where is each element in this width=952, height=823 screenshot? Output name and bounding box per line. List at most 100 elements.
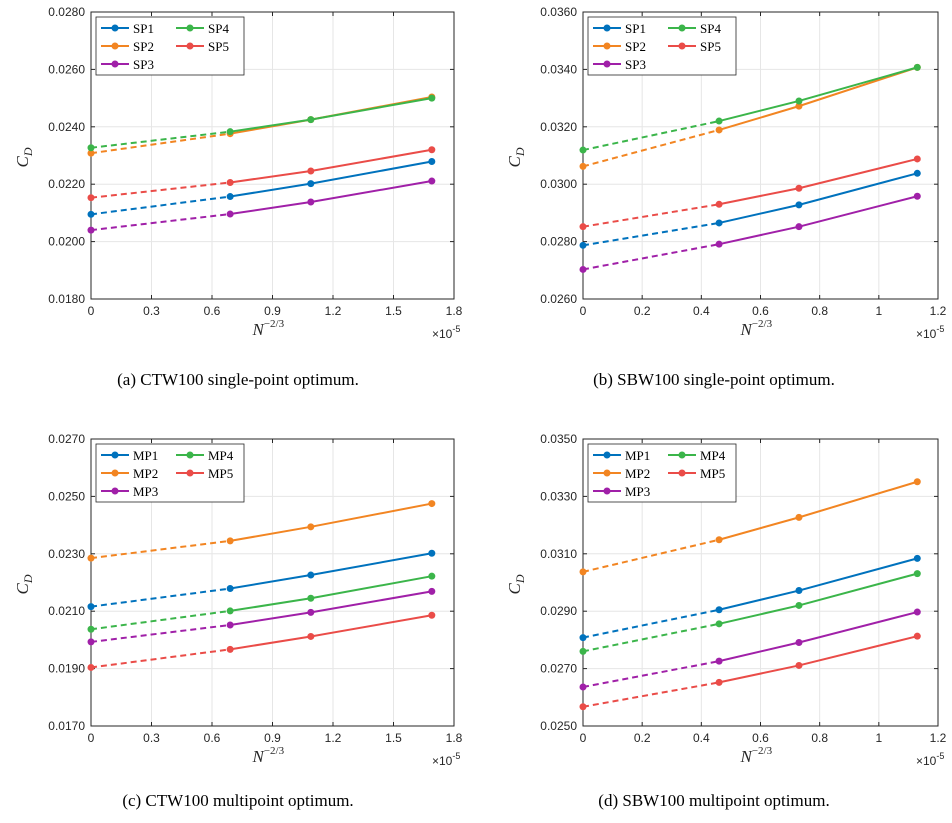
y-tick-label: 0.0230: [48, 547, 85, 561]
y-tick-label: 0.0350: [540, 432, 577, 446]
legend-marker-MP4: [678, 451, 686, 459]
series-line-MP4: [718, 572, 918, 625]
legend-marker-MP1: [111, 451, 119, 459]
x-axis-exponent-power: -5: [936, 751, 944, 761]
data-point-SP5: [579, 223, 587, 231]
data-point-SP2: [87, 149, 95, 157]
data-point-MP2: [795, 513, 803, 521]
data-point-MP2: [307, 523, 315, 531]
data-point-MP4: [795, 601, 803, 609]
data-point-SP5: [795, 184, 803, 192]
series-extrapolation-SP5: [582, 203, 720, 228]
data-point-SP4: [715, 117, 723, 125]
legend-marker-SP3: [603, 60, 611, 68]
data-point-SP4: [226, 128, 234, 136]
data-point-SP5: [307, 167, 315, 175]
data-point-SP3: [428, 177, 436, 185]
data-point-MP1: [795, 587, 803, 595]
legend-label-MP3: MP3: [133, 484, 158, 499]
data-point-SP4: [307, 116, 315, 124]
y-axis-label: CD: [505, 574, 527, 594]
x-tick-label: 1.8: [446, 731, 463, 745]
data-point-SP5: [428, 146, 436, 154]
series-extrapolation-MP4: [582, 622, 720, 653]
data-point-MP4: [226, 607, 234, 615]
data-point-SP1: [913, 169, 921, 177]
legend-label-SP2: SP2: [625, 39, 646, 54]
series-extrapolation-SP5: [90, 181, 231, 199]
data-point-MP1: [428, 549, 436, 557]
data-point-MP3: [715, 657, 723, 665]
data-point-MP5: [226, 645, 234, 653]
x-tick-label: 0.8: [811, 731, 828, 745]
y-tick-label: 0.0240: [48, 120, 85, 134]
series-extrapolation-SP4: [90, 130, 231, 149]
data-point-SP1: [428, 158, 436, 166]
y-tick-label: 0.0340: [540, 62, 577, 76]
x-tick-label: 0.9: [264, 731, 281, 745]
data-point-MP3: [795, 638, 803, 646]
x-axis-exponent-power: -5: [452, 324, 460, 334]
legend-label-MP4: MP4: [208, 448, 234, 463]
y-tick-label: 0.0190: [48, 662, 85, 676]
legend-marker-SP1: [111, 24, 119, 32]
legend-label-SP3: SP3: [133, 57, 154, 72]
series-line-MP2: [229, 502, 433, 542]
data-point-MP3: [913, 608, 921, 616]
chart-panel-d: 0 0.2 0.4 0.6 0.8 1 1.2 0.0250 0.0270 0.0290 0.031…: [505, 432, 947, 768]
data-point-SP1: [87, 210, 95, 218]
y-tick-label: 0.0280: [48, 5, 85, 19]
y-tick-label: 0.0260: [540, 292, 577, 306]
series-extrapolation-SP3: [90, 213, 231, 232]
series-extrapolation-SP2: [90, 132, 231, 155]
x-axis-label-superscript: −2/3: [264, 318, 285, 330]
x-tick-label: 1.2: [325, 304, 342, 318]
series-line-MP2: [718, 480, 918, 541]
caption-a: (a) CTW100 single-point optimum.: [117, 370, 359, 389]
x-tick-label: 0: [580, 304, 587, 318]
x-tick-label: 0.6: [752, 731, 769, 745]
y-tick-label: 0.0300: [540, 177, 577, 191]
legend-marker-SP2: [603, 42, 611, 50]
y-tick-label: 0.0250: [540, 719, 577, 733]
x-axis-label: N−2/3: [252, 745, 285, 766]
y-tick-label: 0.0320: [540, 120, 577, 134]
data-point-SP2: [579, 162, 587, 170]
x-axis-label: N−2/3: [740, 745, 773, 766]
series-extrapolation-SP2: [582, 128, 720, 168]
series-extrapolation-SP3: [582, 243, 720, 271]
legend-marker-MP3: [603, 487, 611, 495]
legend-marker-MP3: [111, 487, 119, 495]
y-tick-label: 0.0170: [48, 719, 85, 733]
x-axis-exponent: ×10-5: [916, 751, 944, 768]
x-tick-label: 1.2: [325, 731, 342, 745]
legend-label-SP2: SP2: [133, 39, 154, 54]
legend-label-SP3: SP3: [625, 57, 646, 72]
legend-marker-SP5: [678, 42, 686, 50]
data-point-SP1: [307, 180, 315, 188]
legend-label-SP5: SP5: [208, 39, 229, 54]
data-point-SP3: [226, 210, 234, 218]
x-tick-label: 0.6: [204, 731, 221, 745]
y-tick-label: 0.0220: [48, 177, 85, 191]
y-axis-label-subscript: D: [21, 574, 35, 584]
data-point-SP3: [795, 223, 803, 231]
x-tick-label: 1: [875, 731, 882, 745]
series-line-SP4: [718, 66, 918, 123]
data-point-SP5: [87, 194, 95, 202]
legend-marker-MP2: [603, 469, 611, 477]
data-point-MP3: [579, 683, 587, 691]
series-extrapolation-MP3: [582, 660, 720, 688]
chart-panel-b: 0 0.2 0.4 0.6 0.8 1 1.2 0.0260 0.0280 0.0300 0.032…: [505, 5, 947, 341]
legend-marker-SP4: [678, 24, 686, 32]
x-tick-label: 0.3: [143, 731, 160, 745]
x-tick-label: 0.4: [693, 304, 710, 318]
series-line-MP3: [718, 611, 918, 663]
legend-marker-SP3: [111, 60, 119, 68]
y-axis-label: CD: [505, 147, 527, 167]
y-axis-label-subscript: D: [21, 147, 35, 157]
series-line-SP3: [230, 180, 432, 216]
series-line-MP1: [229, 552, 432, 590]
y-tick-label: 0.0180: [48, 292, 85, 306]
x-axis-exponent-power: -5: [452, 751, 460, 761]
